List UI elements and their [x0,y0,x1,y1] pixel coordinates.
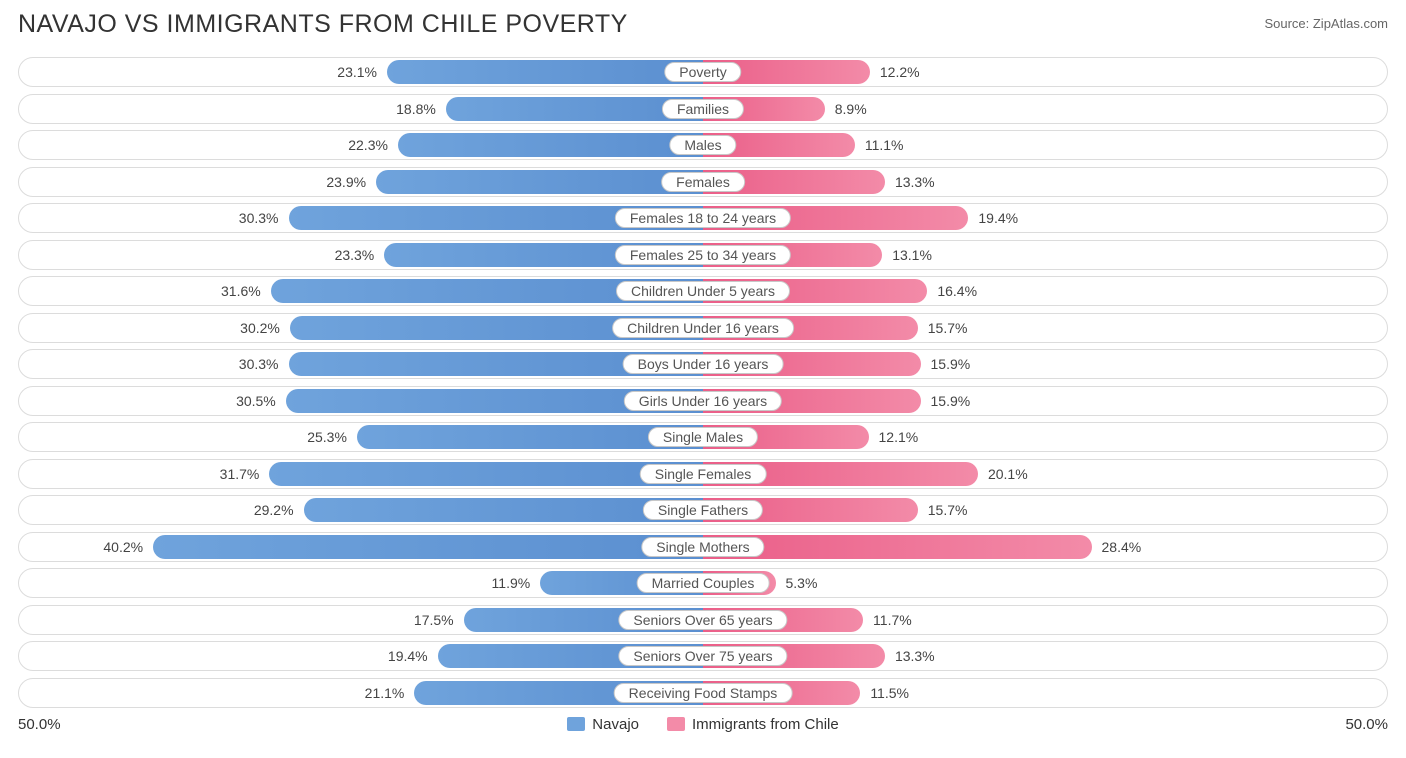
category-label: Poverty [664,62,741,82]
chart-row: 31.6% 16.4% Children Under 5 years [18,276,1388,306]
value-left: 18.8% [396,101,446,117]
value-left: 23.3% [335,247,385,263]
chart-row: 23.3% 13.1% Females 25 to 34 years [18,240,1388,270]
value-right: 12.2% [870,64,920,80]
chart-row: 11.9% 5.3% Married Couples [18,568,1388,598]
value-right: 12.1% [869,429,919,445]
bar-left: 23.1% [387,60,703,84]
legend-swatch-left [567,717,585,731]
chart-row: 29.2% 15.7% Single Fathers [18,495,1388,525]
value-right: 16.4% [927,283,977,299]
category-label: Single Fathers [643,500,763,520]
chart-row: 22.3% 11.1% Males [18,130,1388,160]
axis-max-left: 50.0% [18,716,61,733]
value-right: 15.7% [918,320,968,336]
category-label: Seniors Over 65 years [618,610,787,630]
legend-label-left: Navajo [592,716,639,733]
chart-row: 30.3% 19.4% Females 18 to 24 years [18,203,1388,233]
value-right: 19.4% [968,210,1018,226]
chart-row: 23.9% 13.3% Females [18,167,1388,197]
value-right: 11.1% [855,137,904,153]
legend-swatch-right [667,717,685,731]
value-left: 30.2% [240,320,290,336]
value-left: 30.5% [236,393,286,409]
legend-label-right: Immigrants from Chile [692,716,839,733]
value-right: 13.1% [882,247,932,263]
value-right: 15.9% [921,356,971,372]
category-label: Females 25 to 34 years [615,245,791,265]
category-label: Married Couples [637,573,770,593]
value-left: 17.5% [414,612,464,628]
category-label: Males [669,135,736,155]
value-left: 23.9% [326,174,376,190]
value-left: 21.1% [365,685,415,701]
category-label: Seniors Over 75 years [618,646,787,666]
chart-row: 21.1% 11.5% Receiving Food Stamps [18,678,1388,708]
diverging-bar-chart: 23.1% 12.2% Poverty 18.8% 8.9% Families 22.3% 1… [18,57,1388,708]
chart-row: 25.3% 12.1% Single Males [18,422,1388,452]
chart-row: 30.2% 15.7% Children Under 16 years [18,313,1388,343]
value-right: 5.3% [776,575,818,591]
value-right: 11.5% [860,685,909,701]
category-label: Single Females [640,464,767,484]
value-left: 40.2% [103,539,153,555]
chart-row: 40.2% 28.4% Single Mothers [18,532,1388,562]
chart-row: 30.3% 15.9% Boys Under 16 years [18,349,1388,379]
value-left: 30.3% [239,356,289,372]
chart-row: 18.8% 8.9% Families [18,94,1388,124]
chart-row: 30.5% 15.9% Girls Under 16 years [18,386,1388,416]
chart-row: 23.1% 12.2% Poverty [18,57,1388,87]
bar-left: 40.2% [153,535,703,559]
bar-left: 31.7% [269,462,703,486]
legend-item-right: Immigrants from Chile [667,716,839,733]
value-right: 28.4% [1092,539,1142,555]
bar-left: 22.3% [398,133,703,157]
category-label: Girls Under 16 years [624,391,782,411]
value-left: 25.3% [307,429,357,445]
axis-max-right: 50.0% [1345,716,1388,733]
chart-row: 19.4% 13.3% Seniors Over 75 years [18,641,1388,671]
value-left: 23.1% [337,64,387,80]
category-label: Children Under 16 years [612,318,794,338]
value-right: 8.9% [825,101,867,117]
legend-item-left: Navajo [567,716,639,733]
value-left: 29.2% [254,502,304,518]
value-left: 22.3% [348,137,398,153]
category-label: Children Under 5 years [616,281,790,301]
value-left: 31.7% [220,466,270,482]
category-label: Single Mothers [641,537,764,557]
value-left: 19.4% [388,648,438,664]
bar-left: 23.9% [376,170,703,194]
category-label: Single Males [648,427,758,447]
value-right: 20.1% [978,466,1028,482]
source-label: Source: ZipAtlas.com [1264,16,1388,31]
chart-row: 17.5% 11.7% Seniors Over 65 years [18,605,1388,635]
value-left: 31.6% [221,283,271,299]
category-label: Females [661,172,745,192]
value-left: 30.3% [239,210,289,226]
value-right: 15.7% [918,502,968,518]
value-right: 13.3% [885,648,935,664]
category-label: Boys Under 16 years [623,354,784,374]
chart-row: 31.7% 20.1% Single Females [18,459,1388,489]
category-label: Females 18 to 24 years [615,208,791,228]
value-left: 11.9% [492,575,541,591]
category-label: Families [662,99,744,119]
legend: Navajo Immigrants from Chile [567,716,838,733]
value-right: 13.3% [885,174,935,190]
category-label: Receiving Food Stamps [614,683,793,703]
value-right: 15.9% [921,393,971,409]
value-right: 11.7% [863,612,912,628]
chart-title: NAVAJO VS IMMIGRANTS FROM CHILE POVERTY [18,10,628,39]
